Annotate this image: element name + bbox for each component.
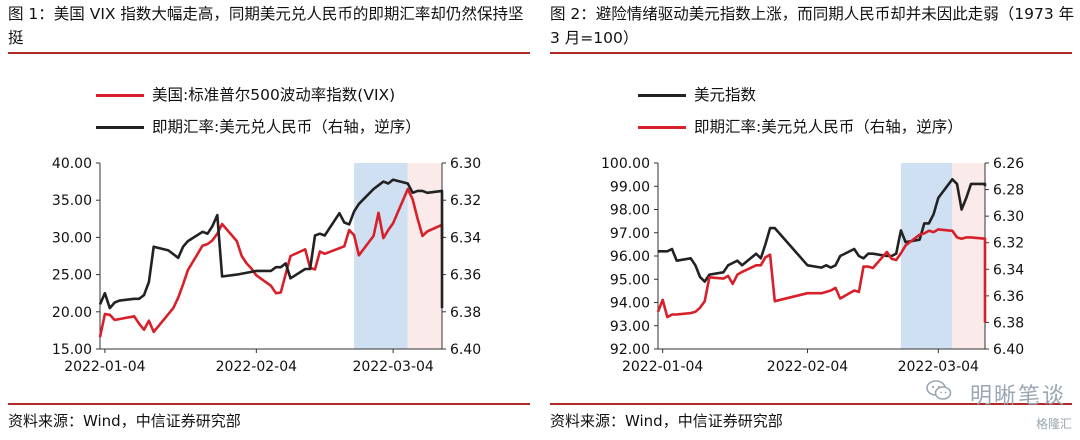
line-chart: 15.00 20.00 25.00 30.00 35.00 40.00 6.30 6.32 6.… [52, 156, 481, 375]
title-rule [550, 52, 1072, 54]
y-tick-label-right: 6.28 [993, 183, 1024, 199]
legend-item: 即期汇率:美元兑人民币（右轴，逆序） [638, 112, 963, 144]
y-tick-label-left: 25.00 [52, 268, 92, 284]
y-tick-label-right: 6.34 [993, 262, 1024, 278]
chart-legend: 美元指数 即期汇率:美元兑人民币（右轴，逆序） [638, 80, 963, 144]
y-tick-label-right: 6.38 [993, 315, 1024, 331]
x-tick-label: 2022-02-04 [767, 359, 848, 375]
left-figure-panel: 图 1：美国 VIX 指数大幅走高，同期美元兑人民币的即期汇率却仍然保持坚挺 美… [8, 0, 538, 440]
figure-title: 图 1：美国 VIX 指数大幅走高，同期美元兑人民币的即期汇率却仍然保持坚挺 [8, 5, 524, 47]
legend-swatch-red [96, 94, 144, 97]
title-rule [8, 52, 530, 54]
chart-legend: 美国:标准普尔500波动率指数(VIX) 即期汇率:美元兑人民币（右轴，逆序） [96, 80, 421, 144]
shaded-region-2 [407, 163, 442, 349]
series-line-1 [658, 178, 987, 283]
legend-label: 即期汇率:美元兑人民币（右轴，逆序） [152, 118, 421, 136]
y-tick-label-left: 20.00 [52, 305, 92, 321]
figure-title: 图 2：避险情绪驱动美元指数上涨，而同期人民币却并未因此走弱（1973 年 3 … [550, 5, 1075, 47]
legend-swatch-red [638, 126, 686, 129]
y-tick-label-left: 98.00 [610, 203, 650, 219]
legend-label: 即期汇率:美元兑人民币（右轴，逆序） [694, 118, 963, 136]
series-line-1 [98, 187, 444, 338]
x-tick-label: 2022-01-04 [64, 359, 145, 375]
y-tick-label-left: 93.00 [610, 319, 650, 335]
y-tick-label-right: 6.32 [450, 193, 481, 209]
y-tick-label-right: 6.34 [450, 230, 481, 246]
y-tick-label-right: 6.32 [993, 236, 1024, 252]
y-tick-label-left: 100.00 [601, 156, 650, 172]
y-tick-label-right: 6.30 [450, 156, 481, 172]
legend-item: 即期汇率:美元兑人民币（右轴，逆序） [96, 112, 421, 144]
x-tick-label: 2022-01-04 [622, 359, 703, 375]
y-tick-label-left: 99.00 [610, 179, 650, 195]
source-rule [550, 403, 1072, 405]
y-tick-label-right: 6.38 [450, 305, 481, 321]
line-chart: 92.00 93.00 94.00 95.00 96.00 97.00 98.00 99.00… [601, 156, 1024, 375]
x-tick-label: 2022-03-04 [898, 359, 979, 375]
legend-label: 美国:标准普尔500波动率指数(VIX) [152, 86, 396, 104]
legend-item: 美元指数 [638, 80, 963, 112]
source-note: 资料来源：Wind，中信证券研究部 [550, 412, 783, 430]
y-tick-label-left: 35.00 [52, 193, 92, 209]
y-tick-label-left: 95.00 [610, 272, 650, 288]
brand-logo-text: 格隆汇 [1035, 417, 1072, 431]
y-tick-label-right: 6.40 [993, 342, 1024, 358]
x-tick-label: 2022-02-04 [216, 359, 297, 375]
y-tick-label-left: 94.00 [610, 296, 650, 312]
y-tick-label-right: 6.30 [993, 209, 1024, 225]
y-tick-label-right: 6.40 [450, 342, 481, 358]
y-tick-label-left: 30.00 [52, 230, 92, 246]
y-tick-label-left: 15.00 [52, 342, 92, 358]
watermark-text: 明晰笔谈 [969, 384, 1066, 409]
shaded-region-1 [900, 163, 953, 349]
legend-swatch-black [638, 94, 686, 97]
series-line-2 [656, 228, 987, 323]
wechat-icon [926, 380, 952, 400]
y-tick-label-left: 97.00 [610, 226, 650, 242]
x-tick-label: 2022-03-04 [352, 359, 433, 375]
y-tick-label-right: 6.26 [993, 156, 1024, 172]
legend-label: 美元指数 [694, 86, 757, 104]
source-note: 资料来源：Wind，中信证券研究部 [8, 412, 241, 430]
y-tick-label-left: 92.00 [610, 342, 650, 358]
legend-swatch-black [96, 126, 144, 129]
source-rule [8, 403, 530, 405]
shaded-region-1 [354, 163, 408, 349]
y-tick-label-left: 40.00 [52, 156, 92, 172]
y-tick-label-left: 96.00 [610, 249, 650, 265]
right-figure-panel: 图 2：避险情绪驱动美元指数上涨，而同期人民币却并未因此走弱（1973 年 3 … [550, 0, 1080, 440]
y-tick-label-right: 6.36 [993, 289, 1024, 305]
series-line-2 [98, 178, 444, 310]
y-tick-label-right: 6.36 [450, 268, 481, 284]
legend-item: 美国:标准普尔500波动率指数(VIX) [96, 80, 421, 112]
